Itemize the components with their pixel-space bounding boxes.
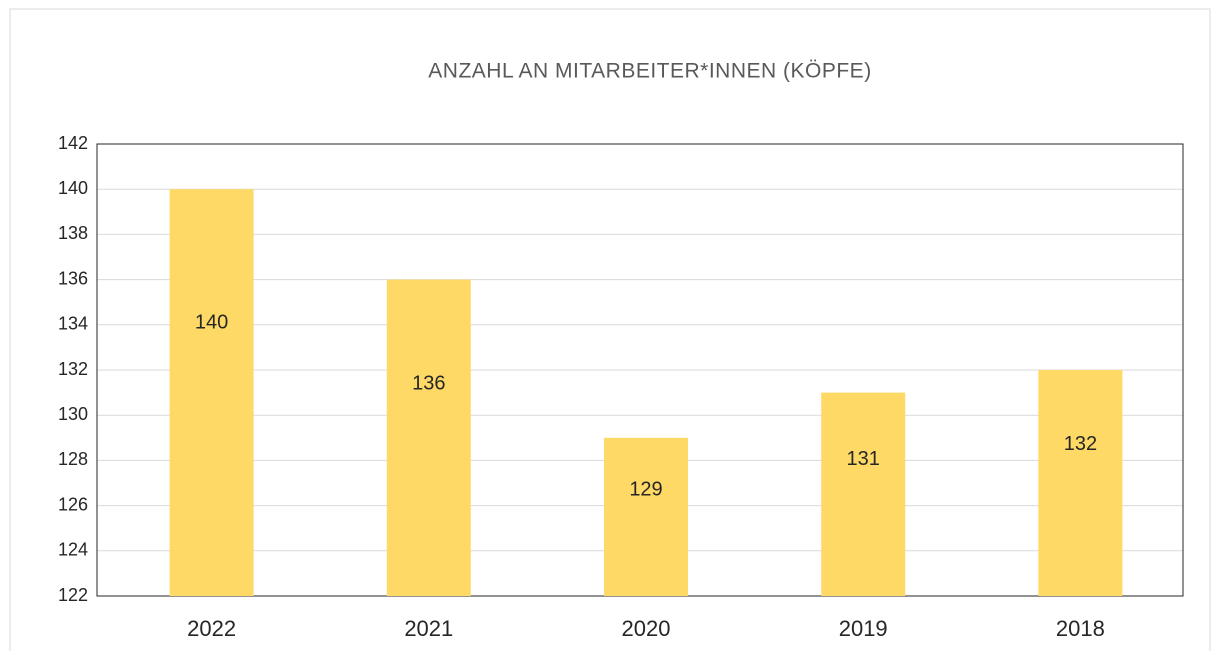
data-label: 131 [847, 448, 880, 470]
bar [1038, 370, 1123, 596]
x-tick-label: 2018 [1056, 616, 1105, 641]
y-tick-label: 132 [58, 359, 88, 379]
y-tick-label: 124 [58, 540, 88, 560]
x-tick-label: 2022 [187, 616, 236, 641]
bar [821, 392, 906, 596]
y-tick-label: 128 [58, 449, 88, 469]
bar [604, 437, 688, 596]
y-tick-label: 138 [58, 223, 88, 243]
y-tick-label: 130 [58, 404, 88, 424]
y-tick-label: 142 [58, 133, 88, 153]
y-tick-label: 140 [58, 178, 88, 198]
x-tick-label: 2020 [622, 616, 671, 641]
data-label: 129 [629, 478, 662, 500]
bar [386, 279, 471, 596]
x-tick-label: 2019 [839, 616, 888, 641]
bar [169, 189, 254, 596]
y-tick-label: 122 [58, 585, 88, 605]
y-tick-label: 134 [58, 314, 88, 334]
data-label: 136 [412, 372, 445, 394]
y-tick-label: 126 [58, 494, 88, 514]
y-tick-label: 136 [58, 268, 88, 288]
data-label: 140 [195, 312, 228, 334]
data-label: 132 [1064, 433, 1097, 455]
x-tick-label: 2021 [404, 616, 453, 641]
chart-title: ANZAHL AN MITARBEITER*INNEN (KÖPFE) [428, 60, 871, 83]
